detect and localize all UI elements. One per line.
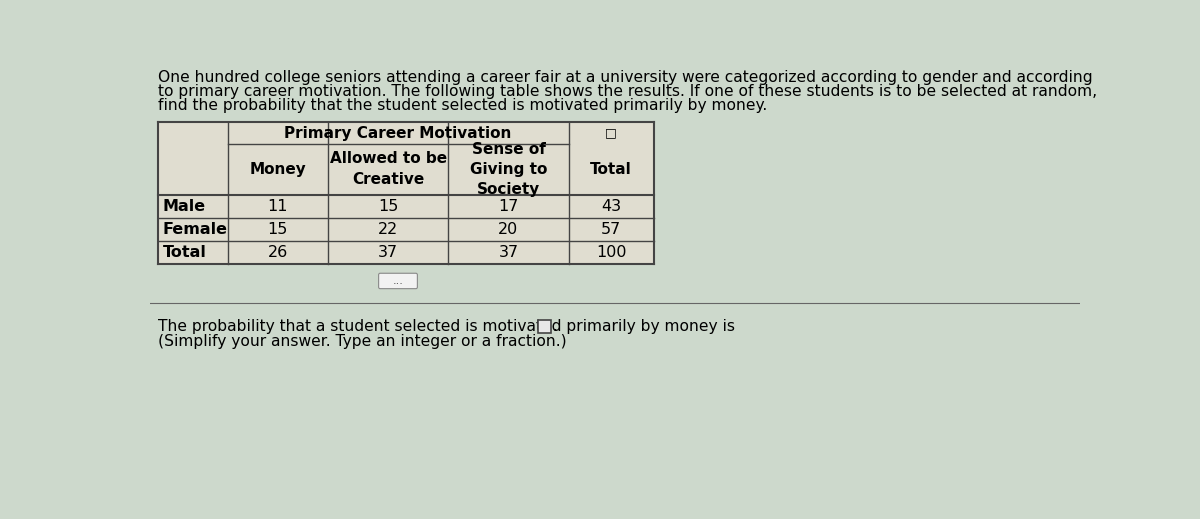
Text: 26: 26 xyxy=(268,245,288,260)
Text: find the probability that the student selected is motivated primarily by money.: find the probability that the student se… xyxy=(157,98,767,113)
Text: 37: 37 xyxy=(378,245,398,260)
Text: Money: Money xyxy=(250,162,306,177)
Text: 15: 15 xyxy=(378,199,398,214)
Text: 37: 37 xyxy=(498,245,518,260)
Text: The probability that a student selected is motivated primarily by money is: The probability that a student selected … xyxy=(157,320,734,334)
Text: One hundred college seniors attending a career fair at a university were categor: One hundred college seniors attending a … xyxy=(157,70,1092,85)
Text: 11: 11 xyxy=(268,199,288,214)
FancyBboxPatch shape xyxy=(379,274,418,289)
Text: Total: Total xyxy=(590,162,632,177)
Text: 100: 100 xyxy=(596,245,626,260)
Text: 17: 17 xyxy=(498,199,518,214)
Text: 20: 20 xyxy=(498,222,518,237)
Text: Female: Female xyxy=(162,222,228,237)
Text: Allowed to be
Creative: Allowed to be Creative xyxy=(330,152,446,187)
Text: Sense of
Giving to
Society: Sense of Giving to Society xyxy=(469,142,547,197)
Bar xyxy=(157,122,654,264)
Text: 57: 57 xyxy=(601,222,622,237)
Text: (Simplify your answer. Type an integer or a fraction.): (Simplify your answer. Type an integer o… xyxy=(157,334,566,349)
Text: to primary career motivation. The following table shows the results. If one of t: to primary career motivation. The follow… xyxy=(157,84,1097,99)
Text: ...: ... xyxy=(392,276,403,286)
Text: □: □ xyxy=(605,127,617,140)
Text: Male: Male xyxy=(162,199,205,214)
Text: Total: Total xyxy=(162,245,206,260)
Bar xyxy=(538,320,552,333)
Text: .: . xyxy=(552,320,557,334)
Text: Primary Career Motivation: Primary Career Motivation xyxy=(284,126,511,141)
Text: 22: 22 xyxy=(378,222,398,237)
Text: 43: 43 xyxy=(601,199,622,214)
Text: 15: 15 xyxy=(268,222,288,237)
